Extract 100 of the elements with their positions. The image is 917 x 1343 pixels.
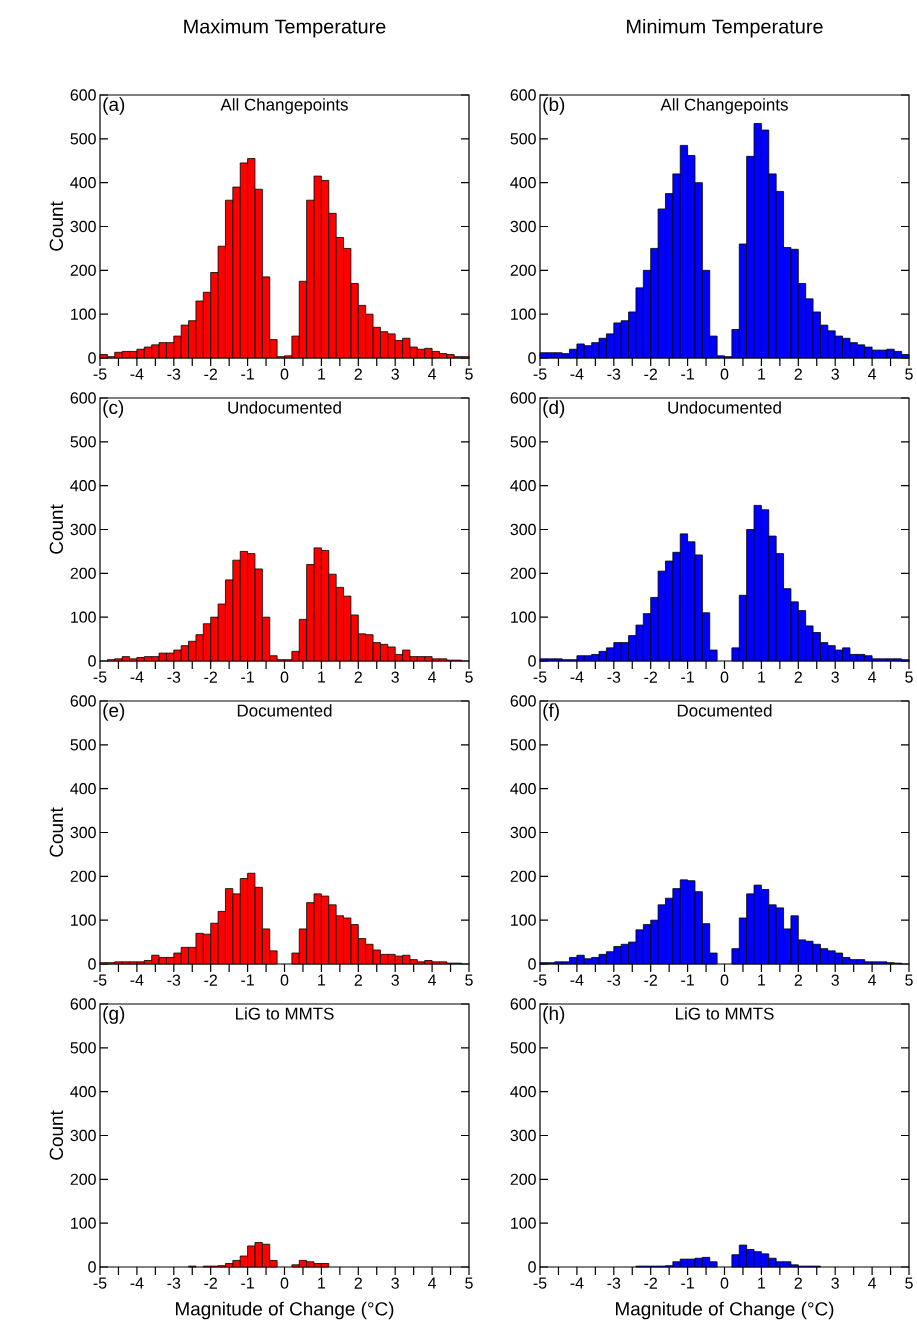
y-tick-label: 600: [510, 89, 536, 101]
y-tick-label: 200: [510, 567, 536, 579]
x-tick-label: -3: [607, 671, 621, 683]
x-tick-label: 0: [720, 368, 729, 380]
y-tick-label: 100: [511, 1217, 536, 1229]
x-tick-label: 4: [428, 974, 437, 986]
x-tick-label: 0: [280, 671, 289, 683]
x-tick-label: -4: [570, 1277, 584, 1289]
y-tick-label: 0: [528, 958, 536, 970]
y-tick-label: 200: [70, 870, 96, 882]
annotation: (f): [543, 703, 559, 721]
x-tick-label: 4: [868, 671, 877, 683]
x-tick-label: -3: [167, 974, 181, 986]
chart-title: Maximum Temperature: [184, 18, 386, 38]
x-tick-label: -4: [570, 974, 584, 986]
y-tick-label: 300: [510, 826, 536, 839]
x-tick-label: -4: [130, 368, 144, 380]
y-tick-label: 200: [70, 1173, 96, 1185]
x-tick-label: 2: [354, 974, 362, 986]
y-tick-label: 500: [70, 739, 96, 751]
x-tick-label: 3: [391, 974, 399, 986]
y-tick-label: 100: [71, 308, 96, 320]
x-tick-label: 1: [758, 974, 766, 986]
chart-subtitle: All Changepoints: [660, 98, 788, 114]
y-tick-label: 600: [510, 695, 536, 707]
y-tick-label: 400: [70, 480, 96, 492]
y-tick-label: 500: [510, 739, 536, 751]
x-tick-label: 4: [428, 671, 437, 683]
chart-subtitle: Documented: [237, 704, 332, 717]
x-tick-label: -1: [681, 671, 694, 683]
annotation: (a): [103, 97, 125, 115]
x-tick-label: -3: [607, 368, 621, 380]
x-tick-label: 5: [905, 974, 913, 986]
y-tick-label: 400: [70, 783, 96, 795]
chart-subtitle: Undocumented: [228, 401, 341, 414]
y-tick-label: 100: [71, 914, 96, 926]
x-tick-label: -5: [533, 974, 547, 986]
x-tick-label: 3: [831, 1277, 839, 1289]
x-tick-label: 5: [905, 1277, 913, 1289]
x-tick-label: 4: [428, 368, 437, 380]
x-tick-label: 4: [868, 1277, 877, 1289]
y-tick-label: 300: [70, 826, 96, 839]
y-tick-label: 100: [71, 1217, 96, 1229]
y-tick-label: 100: [511, 611, 536, 623]
x-tick-label: -1: [241, 974, 254, 986]
x-tick-label: 2: [794, 974, 802, 986]
x-tick-label: 3: [391, 368, 399, 380]
x-tick-label: 3: [391, 1277, 399, 1289]
y-tick-label: 200: [510, 870, 536, 882]
x-tick-label: 3: [831, 974, 839, 986]
chart-subtitle: Undocumented: [668, 401, 781, 414]
x-tick-label: 3: [831, 671, 839, 683]
x-axis-title: Magnitude of Change (°C): [175, 1301, 394, 1320]
x-tick-label: -1: [241, 1277, 254, 1289]
y-tick-label: 100: [71, 611, 96, 623]
x-tick-label: 1: [758, 671, 766, 683]
x-tick-label: -3: [607, 1277, 621, 1289]
y-tick-label: 400: [70, 1086, 96, 1098]
x-tick-label: -4: [130, 671, 144, 683]
y-tick-label: 0: [88, 352, 96, 364]
x-tick-label: -1: [681, 1277, 694, 1289]
x-tick-label: -2: [204, 1277, 217, 1289]
y-axis-title: Count: [49, 807, 64, 857]
y-tick-label: 200: [510, 264, 536, 276]
y-tick-label: 0: [528, 352, 536, 364]
x-tick-label: -2: [644, 974, 657, 986]
y-tick-label: 100: [511, 914, 536, 926]
y-tick-label: 300: [70, 1129, 96, 1142]
x-tick-label: 1: [318, 671, 326, 683]
x-tick-label: 1: [318, 368, 326, 380]
y-tick-label: 500: [510, 1042, 536, 1054]
x-tick-label: 2: [794, 368, 802, 380]
chart-subtitle: LiG to MMTS: [676, 1007, 774, 1020]
x-tick-label: -4: [570, 368, 584, 380]
x-tick-label: -5: [93, 974, 107, 986]
annotation: (d): [543, 400, 565, 418]
y-axis-title: Count: [49, 504, 64, 554]
y-tick-label: 300: [510, 220, 536, 233]
y-tick-label: 300: [510, 1129, 536, 1142]
annotation: (g): [103, 1006, 125, 1024]
x-tick-label: 1: [758, 1277, 766, 1289]
x-tick-label: 1: [318, 1277, 326, 1289]
y-tick-label: 0: [528, 655, 536, 667]
y-tick-label: 400: [510, 177, 536, 189]
x-tick-label: 2: [354, 368, 362, 380]
chart-title: Minimum Temperature: [627, 18, 823, 38]
chart-subtitle: Documented: [677, 704, 772, 717]
x-tick-label: -5: [533, 671, 547, 683]
x-tick-label: -3: [167, 1277, 181, 1289]
x-tick-label: 1: [318, 974, 326, 986]
y-tick-label: 500: [70, 1042, 96, 1054]
x-tick-label: 2: [354, 1277, 362, 1289]
x-tick-label: 1: [758, 368, 766, 380]
x-tick-label: -1: [241, 671, 254, 683]
y-tick-label: 500: [510, 133, 536, 145]
x-tick-label: 4: [868, 974, 877, 986]
annotation: (b): [543, 97, 565, 115]
x-tick-label: 2: [794, 671, 802, 683]
y-tick-label: 200: [70, 567, 96, 579]
x-tick-label: 3: [391, 671, 399, 683]
